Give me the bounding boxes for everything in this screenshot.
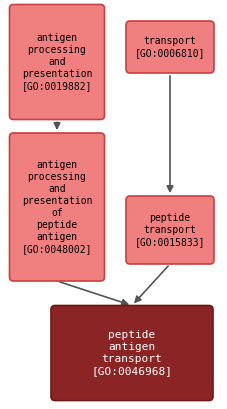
FancyBboxPatch shape [10, 4, 104, 119]
Text: antigen
processing
and
presentation
[GO:0019882]: antigen processing and presentation [GO:… [22, 33, 92, 91]
FancyBboxPatch shape [10, 133, 104, 281]
Text: antigen
processing
and
presentation
of
peptide
antigen
[GO:0048002]: antigen processing and presentation of p… [22, 160, 92, 254]
Text: peptide
transport
[GO:0015833]: peptide transport [GO:0015833] [134, 213, 204, 247]
FancyBboxPatch shape [126, 21, 213, 73]
Text: transport
[GO:0006810]: transport [GO:0006810] [134, 36, 204, 58]
FancyBboxPatch shape [126, 196, 213, 264]
Text: peptide
antigen
transport
[GO:0046968]: peptide antigen transport [GO:0046968] [91, 330, 172, 376]
FancyBboxPatch shape [51, 306, 212, 400]
